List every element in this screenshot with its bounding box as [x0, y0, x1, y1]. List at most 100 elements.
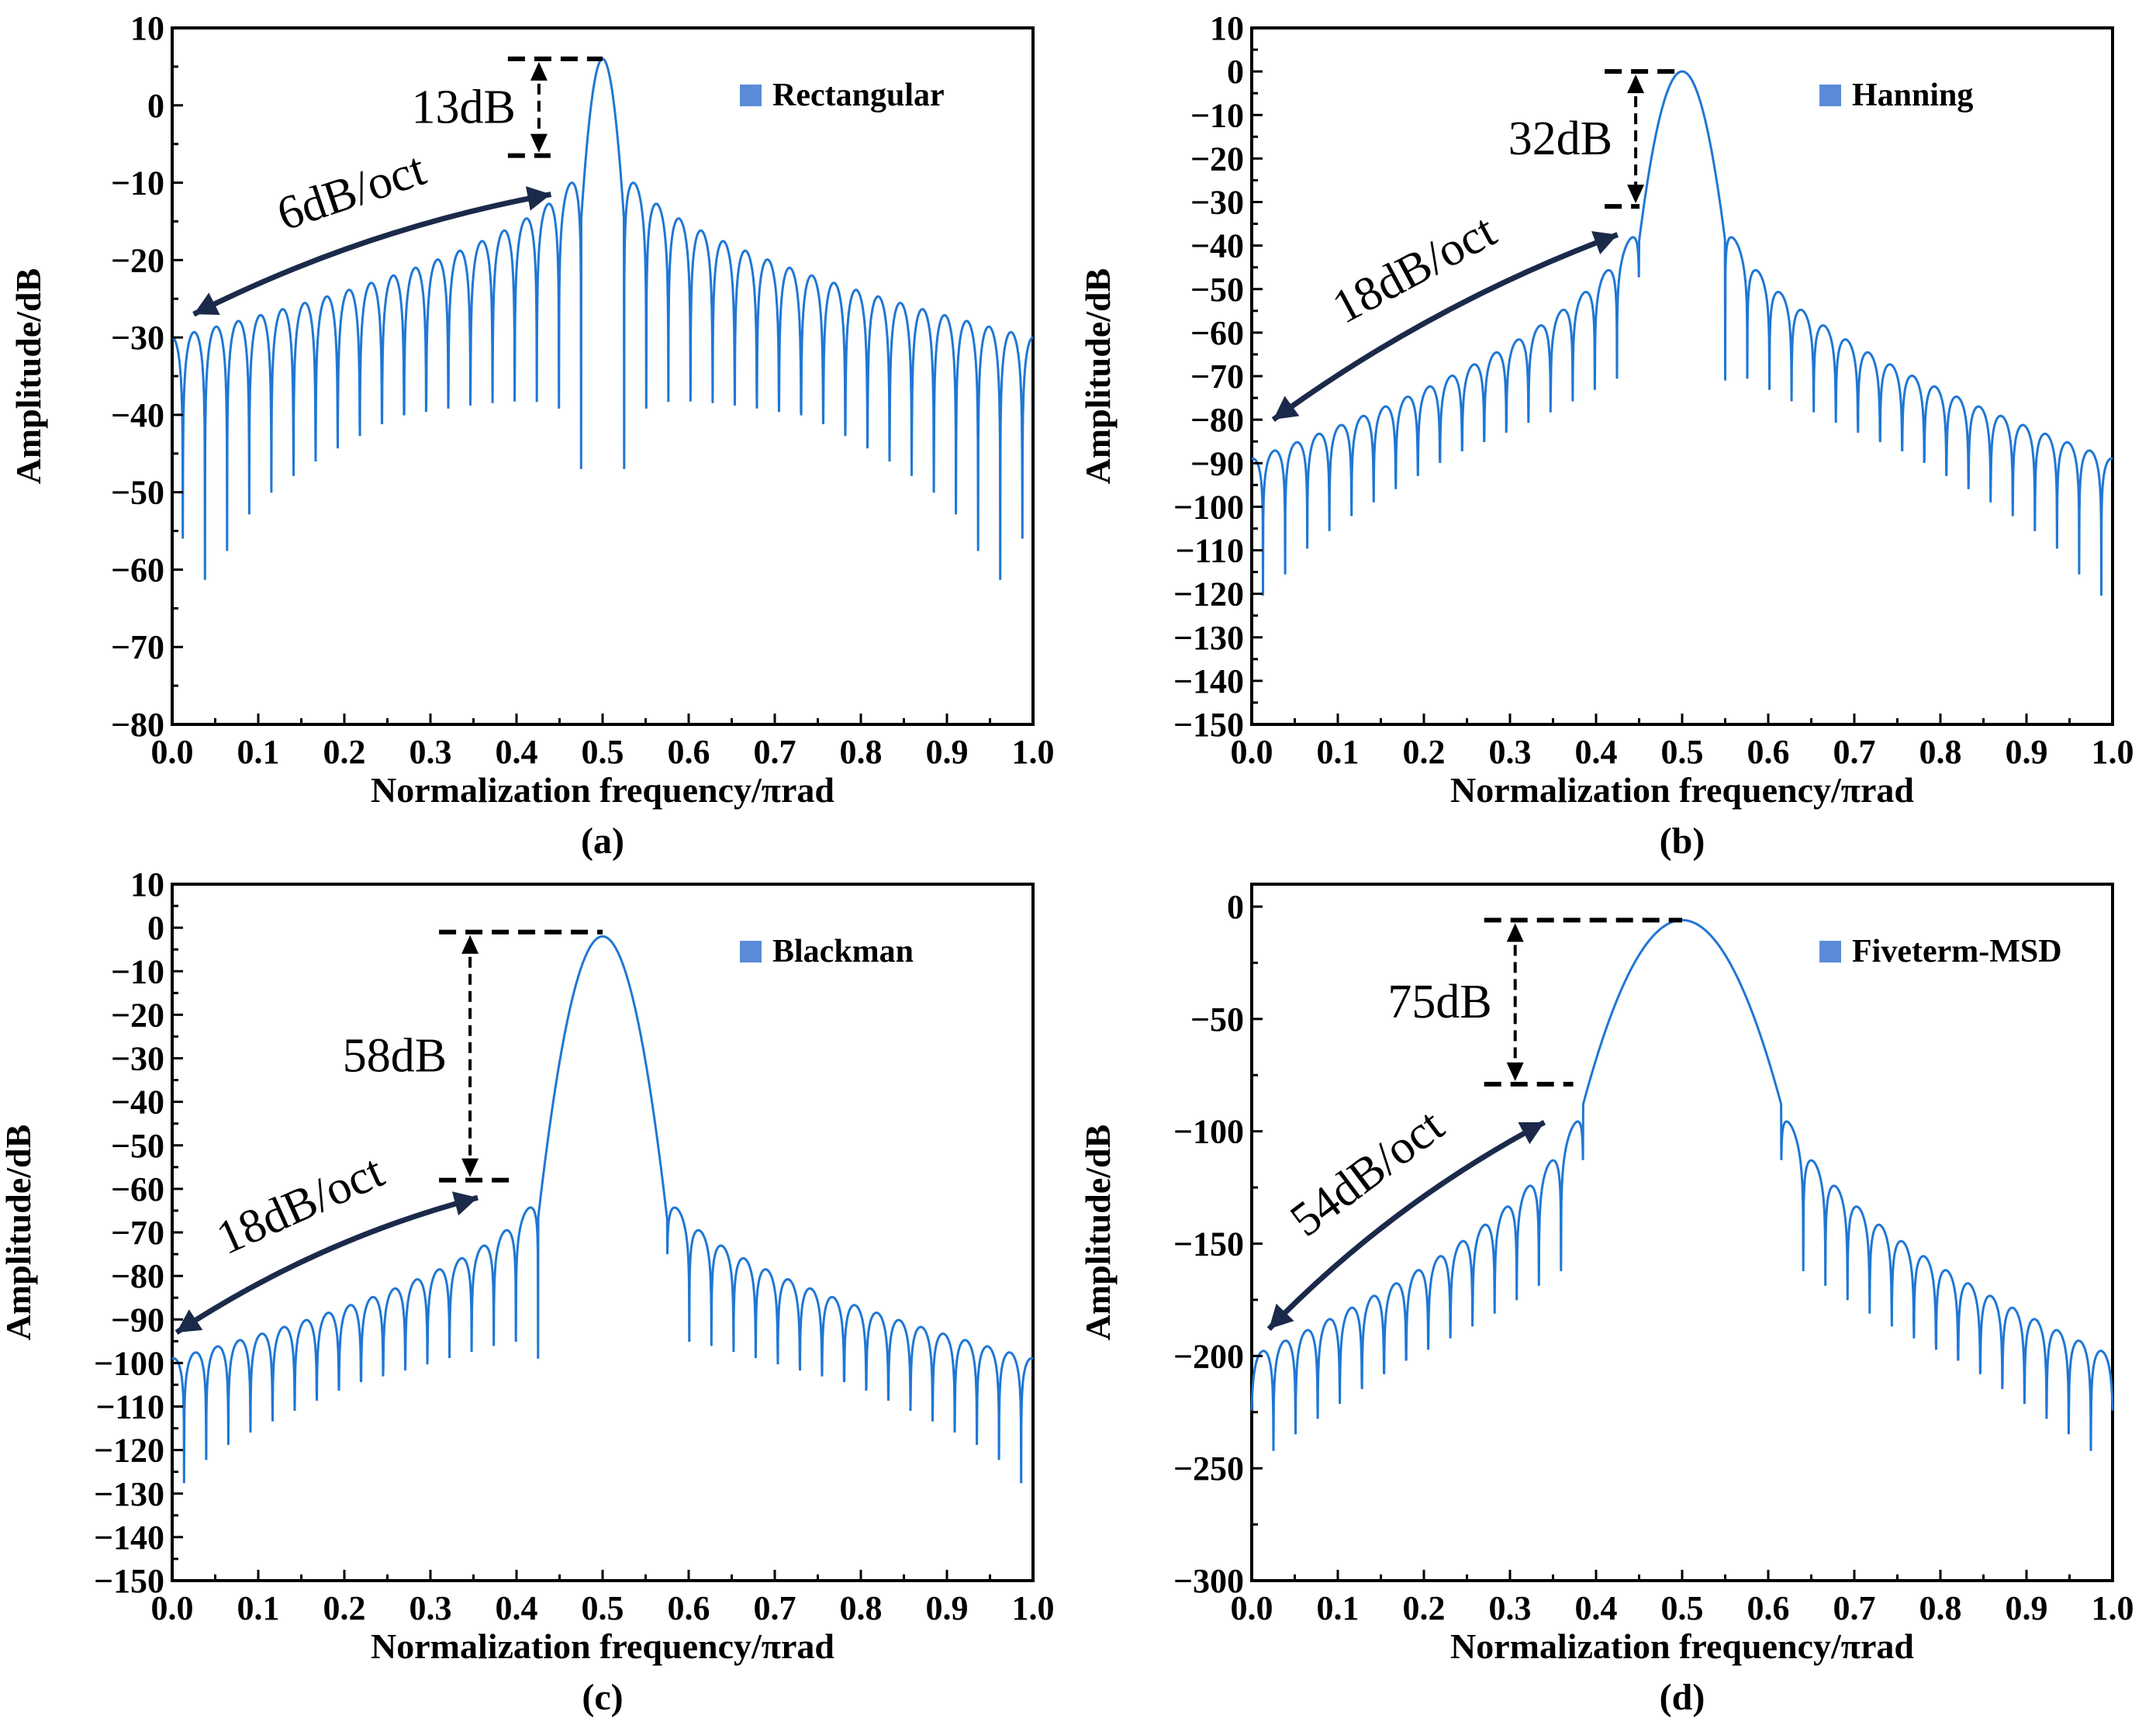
y-tick-label: −70 [111, 628, 164, 666]
y-tick-label: −30 [111, 319, 164, 357]
attenuation-arrow-head-up [530, 61, 548, 81]
y-axis-ticks: −300 −250 −200 −150 −100 −50 0 [1173, 888, 1263, 1600]
y-tick-label: −110 [1175, 532, 1244, 570]
panel-label: (a) [581, 821, 624, 862]
y-tick-label: −10 [111, 164, 164, 202]
legend-swatch [740, 941, 762, 962]
x-tick-label: 0.6 [1747, 733, 1790, 771]
x-tick-label: 0.0 [151, 1589, 194, 1627]
y-tick-label: −70 [111, 1214, 164, 1252]
y-tick-label: −40 [1190, 227, 1244, 265]
x-tick-label: 0.4 [496, 733, 538, 771]
x-tick-label: 0.1 [237, 1589, 280, 1627]
y-tick-label: −140 [1173, 662, 1244, 700]
panel-a: −80 −70 −60 −50 −40 −30 −20 −10 0 10 0.0 0.1 0.2 0.3… [9, 9, 1055, 862]
spectrum-path [171, 935, 1034, 1484]
attenuation-label: 75dB [1387, 976, 1491, 1028]
attenuation-arrow-head-down [530, 133, 548, 153]
y-tick-label: −10 [111, 952, 164, 990]
panel-b: −150−140−130−120−110−100−90−80−70−60−50−… [1078, 9, 2134, 862]
y-tick-label: −80 [111, 706, 164, 744]
rolloff-arrow-shaft [1271, 232, 1619, 422]
y-tick-label: −50 [1190, 1001, 1244, 1039]
x-axis-title: Normalization frequency/πrad [371, 770, 834, 810]
x-tick-label: 1.0 [1012, 1589, 1055, 1627]
attenuation-arrow-head-up [1627, 74, 1645, 94]
y-tick-label: 0 [1227, 53, 1244, 91]
x-tick-label: 0.3 [1489, 1589, 1532, 1627]
x-tick-label: 0.3 [1489, 733, 1532, 771]
legend-label: Fiveterm-MSD [1852, 934, 2062, 969]
x-axis-title: Normalization frequency/πrad [1450, 770, 1914, 810]
rolloff-arrow-head-end [526, 186, 551, 211]
y-axis-ticks: −80 −70 −60 −50 −40 −30 −20 −10 0 10 [111, 9, 183, 744]
rolloff-arrow-head-end [451, 1191, 479, 1216]
rolloff-label: 54dB/oct [1280, 1099, 1453, 1247]
y-tick-label: −100 [94, 1344, 164, 1382]
x-tick-label: 0.5 [582, 733, 624, 771]
y-tick-label: −40 [111, 1083, 164, 1121]
x-tick-label: 0.2 [1403, 733, 1446, 771]
legend-swatch [1819, 941, 1841, 962]
x-tick-label: 0.2 [1403, 1589, 1446, 1627]
x-tick-label: 0.2 [323, 1589, 366, 1627]
attenuation-arrow-head-up [1506, 923, 1524, 942]
rolloff-arrow-head-start [193, 292, 220, 315]
y-tick-label: −50 [111, 1127, 164, 1165]
y-tick-label: 0 [147, 909, 164, 947]
y-tick-label: −120 [1173, 575, 1244, 613]
x-tick-label: 0.4 [1575, 1589, 1618, 1627]
y-tick-label: −250 [1173, 1450, 1244, 1488]
rolloff-arrow-shaft [1266, 1119, 1546, 1331]
x-tick-label: 0.9 [2006, 1589, 2048, 1627]
y-tick-label: −50 [1190, 271, 1244, 309]
spectrum-path [171, 57, 1034, 580]
y-tick-label: −60 [1190, 314, 1244, 352]
y-tick-label: −130 [94, 1475, 164, 1513]
y-tick-label: −10 [1190, 96, 1244, 134]
panel-label: (b) [1660, 821, 1705, 862]
x-tick-label: 0.1 [237, 733, 280, 771]
y-tick-label: −20 [111, 996, 164, 1034]
panel-c: −150−140−130−120−110−100−90−80−70−60−50−… [0, 866, 1055, 1718]
x-tick-label: 0.5 [1661, 1589, 1704, 1627]
x-tick-label: 0.8 [840, 1589, 883, 1627]
x-tick-label: 0.3 [409, 733, 452, 771]
y-axis-title: Amplitude/dB [0, 1125, 38, 1341]
rolloff-arrow-head-start [1269, 1303, 1294, 1329]
x-axis-ticks: 0.0 0.1 0.2 0.3 0.4 0.5 0.6 0.7 0.8 0.9 1.0 [151, 1570, 1055, 1627]
y-tick-label: −130 [1173, 619, 1244, 657]
plot-frame [171, 26, 1035, 726]
x-axis-ticks: 0.0 0.1 0.2 0.3 0.4 0.5 0.6 0.7 0.8 0.9 1.0 [1231, 1570, 2134, 1627]
x-tick-label: 0.0 [1231, 1589, 1273, 1627]
legend-swatch [1819, 85, 1841, 106]
x-tick-label: 0.6 [668, 733, 710, 771]
x-tick-label: 0.9 [2006, 733, 2048, 771]
x-tick-label: 0.4 [496, 1589, 538, 1627]
y-tick-label: −150 [1173, 706, 1244, 744]
x-tick-label: 0.7 [1833, 733, 1876, 771]
spectrum-line [171, 57, 1034, 580]
spectrum-line [1251, 70, 2113, 596]
panel-label: (d) [1660, 1677, 1705, 1718]
plot-frame [1250, 26, 2114, 726]
x-axis-title: Normalization frequency/πrad [371, 1626, 834, 1666]
x-tick-label: 0.6 [1747, 1589, 1790, 1627]
x-tick-label: 0.8 [840, 733, 883, 771]
x-tick-label: 0.5 [1661, 733, 1704, 771]
rolloff-arrow-shaft [174, 1194, 479, 1336]
y-tick-label: −60 [111, 551, 164, 589]
annotations: 75dB 54dB/oct [1266, 918, 1682, 1331]
y-axis-title: Amplitude/dB [1078, 268, 1118, 485]
x-tick-label: 0.1 [1317, 733, 1360, 771]
attenuation-arrow-head-down [1506, 1062, 1524, 1081]
attenuation-arrow-head-down [461, 1158, 479, 1177]
y-axis-title: Amplitude/dB [1078, 1125, 1118, 1341]
y-tick-label: −110 [95, 1388, 164, 1426]
y-tick-label: −20 [1190, 140, 1244, 178]
y-axis-title: Amplitude/dB [9, 268, 48, 485]
x-tick-label: 0.7 [1833, 1589, 1876, 1627]
y-tick-label: −300 [1173, 1562, 1244, 1600]
